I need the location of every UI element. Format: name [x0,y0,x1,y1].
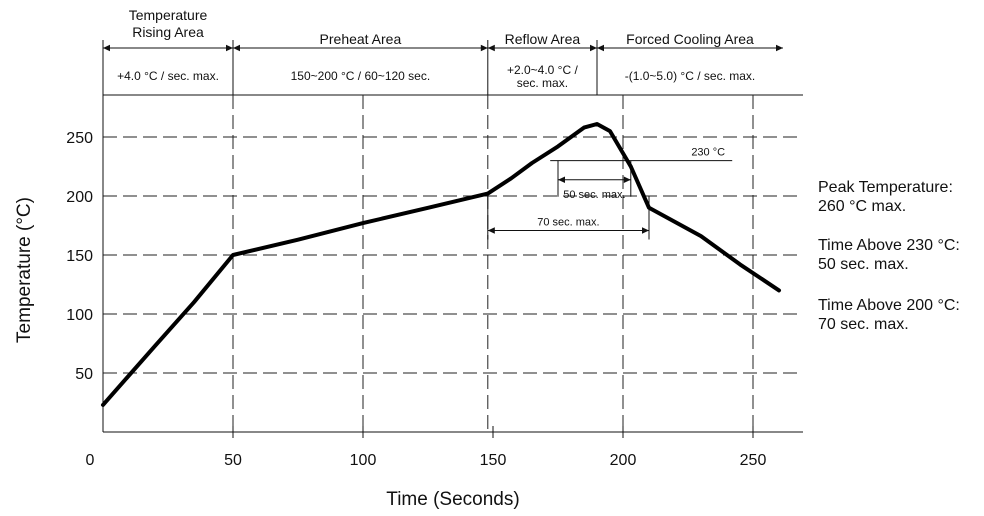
x-tick-label: 50 [224,452,242,469]
side-note-line: 70 sec. max. [818,316,909,333]
zone-arrow-left [487,44,495,52]
side-note-line: Peak Temperature: [818,179,953,196]
side-note-0: Peak Temperature: 260 °C max. [818,179,953,215]
annotations: 230 °C 50 sec. max. 70 sec. max. [487,147,733,240]
x-tick-label: 250 [740,452,767,469]
side-note-1: Time Above 230 °C: 50 sec. max. [818,237,960,273]
x-tick-label: 150 [480,452,507,469]
zone-1: Preheat Area 150~200 °C / 60~120 sec. [233,31,488,83]
zone-arrow-left [233,44,240,52]
x-tick-label: 0 [86,452,95,469]
zone-title: Preheat Area [320,31,402,47]
zone-rate: sec. max. [517,76,568,90]
zone-3: Forced Cooling Area -(1.0~5.0) °C / sec. … [597,31,783,83]
zone-2: Reflow Area +2.0~4.0 °C /sec. max. [487,31,597,90]
zone-arrow-right [776,44,783,52]
side-note-line: Time Above 200 °C: [818,297,960,314]
span-50-label: 50 sec. max. [563,189,625,201]
series [101,122,781,407]
axes: 0 50 100 150 200 250 50 100 150 200 250 Time (Secon… [14,95,803,510]
zone-arrow-right [590,44,597,52]
zone-arrow-left [103,44,110,52]
side-note-2: Time Above 200 °C: 70 sec. max. [818,297,960,333]
span-70-arrow-left [487,227,495,234]
temperature-profile-line [101,122,781,407]
y-axis-title: Temperature (°C) [14,197,35,343]
span-70-arrow-right [642,227,649,234]
zone-title: Temperature [129,7,208,23]
grid [103,95,803,432]
side-note-line: Time Above 230 °C: [818,237,960,254]
y-tick-label: 100 [66,307,93,324]
span-50-arrow-right [623,176,631,183]
y-tick-label: 50 [75,366,93,383]
zone-rate: +2.0~4.0 °C / [507,63,579,77]
zone-rate: +4.0 °C / sec. max. [117,69,219,83]
span-70-label: 70 sec. max. [537,217,599,229]
zone-title: Rising Area [132,24,204,40]
y-tick-label: 250 [66,130,93,147]
y-tick-label: 150 [66,248,93,265]
side-note-line: 260 °C max. [818,198,906,215]
zone-rate: 150~200 °C / 60~120 sec. [291,69,431,83]
zone-title: Forced Cooling Area [626,31,754,47]
zone-arrow-left [597,44,604,52]
x-axis-title: Time (Seconds) [386,489,519,510]
x-tick-label: 200 [610,452,637,469]
side-note-line: 50 sec. max. [818,256,909,273]
zone-rate: -(1.0~5.0) °C / sec. max. [625,69,756,83]
zone-arrow-right [226,44,233,52]
y-tick-label: 200 [66,189,93,206]
span-50-arrow-left [558,176,565,183]
x-tick-label: 100 [350,452,377,469]
ref-230-label: 230 °C [691,147,725,159]
side-notes: Peak Temperature: 260 °C max. Time Above 2… [818,179,960,333]
zone-title: Reflow Area [505,31,581,47]
zone-arrow-right [480,44,488,52]
